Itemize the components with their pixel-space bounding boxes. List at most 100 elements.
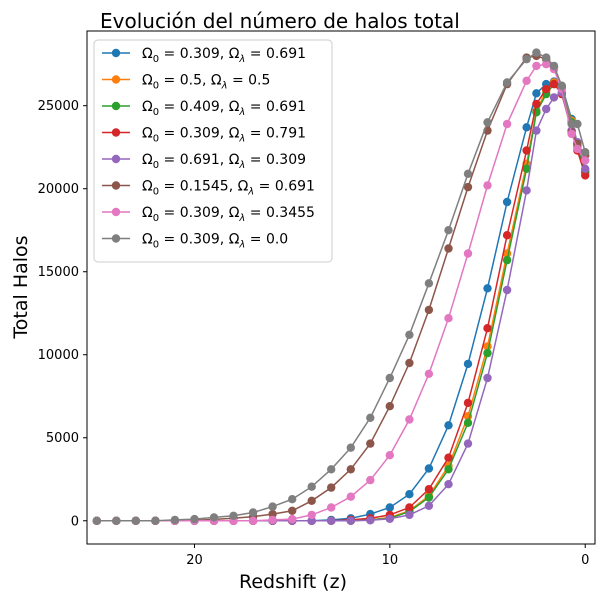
data-point	[483, 284, 492, 293]
data-point	[444, 244, 453, 253]
legend-item: Ω0 = 0.691, Ωλ = 0.309	[102, 152, 306, 171]
data-point	[581, 171, 590, 180]
y-tick-label: 20000	[38, 182, 79, 197]
x-tick-label: 10	[382, 553, 399, 568]
data-point	[581, 164, 590, 173]
data-point	[346, 492, 355, 501]
legend-label: Ω0 = 0.309, Ωλ = 0.3455	[142, 205, 315, 224]
data-point	[405, 415, 414, 424]
data-point	[92, 516, 102, 525]
data-point	[444, 453, 453, 462]
legend-item: Ω0 = 0.5, Ωλ = 0.5	[102, 73, 270, 92]
data-point	[288, 495, 297, 504]
data-point	[385, 402, 394, 411]
legend-item: Ω0 = 0.1545, Ωλ = 0.691	[102, 179, 315, 198]
data-point	[483, 324, 492, 333]
legend-box	[93, 39, 333, 263]
data-point	[424, 485, 434, 494]
y-tick-label: 10000	[38, 348, 79, 363]
data-point	[463, 359, 473, 369]
data-point	[209, 513, 219, 522]
data-point	[567, 129, 576, 139]
data-point	[424, 305, 434, 315]
data-point	[549, 79, 559, 89]
data-point	[444, 421, 453, 430]
legend-swatch-marker	[111, 48, 121, 58]
data-point	[502, 119, 512, 129]
plot-area	[92, 48, 590, 525]
data-point	[549, 61, 559, 71]
data-point	[483, 373, 492, 383]
data-point	[170, 515, 180, 525]
legend-swatch-marker	[111, 101, 121, 111]
data-point	[549, 93, 559, 102]
data-point	[581, 156, 590, 165]
data-point	[405, 510, 414, 520]
legend-item: Ω0 = 0.409, Ωλ = 0.691	[102, 99, 306, 118]
data-point	[463, 418, 473, 427]
data-point	[385, 503, 394, 512]
legend-label: Ω0 = 0.691, Ωλ = 0.309	[142, 152, 306, 171]
data-point	[385, 451, 394, 460]
data-point	[522, 186, 531, 195]
y-axis: 0 5000 10000 15000 20000 25000	[38, 99, 87, 529]
data-point	[385, 514, 394, 523]
legend-item: Ω0 = 0.309, Ωλ = 0.791	[102, 126, 306, 145]
plot-frame	[86, 30, 596, 545]
data-point	[557, 81, 566, 91]
data-point	[463, 398, 473, 408]
data-point	[502, 231, 512, 240]
data-point	[288, 506, 297, 515]
data-point	[502, 78, 512, 87]
y-tick-label: 0	[71, 514, 79, 529]
data-point	[483, 118, 492, 127]
data-point	[522, 146, 531, 155]
data-point	[366, 439, 375, 448]
legend-swatch-marker	[111, 234, 121, 243]
data-point	[532, 48, 541, 57]
data-point	[346, 465, 355, 474]
y-tick-label: 5000	[46, 431, 79, 446]
data-point	[424, 279, 434, 288]
data-point	[542, 104, 551, 114]
data-point	[268, 502, 277, 511]
data-point	[131, 516, 140, 525]
data-point	[532, 89, 541, 98]
data-point	[385, 373, 394, 383]
x-axis-label: Redshift (z)	[239, 571, 347, 593]
legend-label: Ω0 = 0.309, Ωλ = 0.791	[142, 126, 306, 145]
data-point	[522, 76, 531, 86]
data-point	[463, 182, 473, 192]
data-point	[405, 330, 414, 339]
data-point	[268, 509, 277, 519]
legend: Ω0 = 0.309, Ωλ = 0.691 Ω0 = 0.5, Ωλ = 0.5…	[93, 39, 333, 263]
data-point	[307, 496, 316, 505]
chart-title: Evolución del número de halos total	[100, 9, 460, 33]
x-tick-label: 0	[581, 553, 589, 568]
data-point	[573, 144, 582, 154]
data-point	[307, 516, 316, 525]
data-point	[366, 413, 375, 422]
data-point	[327, 516, 336, 525]
data-point	[327, 503, 336, 512]
legend-swatch-marker	[111, 75, 121, 84]
data-point	[405, 490, 414, 499]
data-point	[268, 515, 277, 525]
data-point	[151, 516, 160, 525]
x-tick-label: 20	[186, 553, 203, 568]
data-point	[444, 465, 453, 474]
data-point	[567, 119, 576, 129]
data-point	[573, 119, 582, 129]
data-point	[288, 514, 297, 524]
data-point	[542, 59, 551, 69]
data-point	[366, 475, 375, 485]
data-point	[346, 443, 355, 452]
legend-item: Ω0 = 0.309, Ωλ = 0.3455	[102, 205, 315, 224]
legend-item: Ω0 = 0.309, Ωλ = 0.0	[102, 232, 288, 251]
data-point	[229, 511, 238, 520]
legend-label: Ω0 = 0.309, Ωλ = 0.0	[142, 232, 288, 251]
data-point	[522, 123, 531, 132]
data-point	[248, 516, 258, 525]
data-point	[463, 249, 473, 258]
